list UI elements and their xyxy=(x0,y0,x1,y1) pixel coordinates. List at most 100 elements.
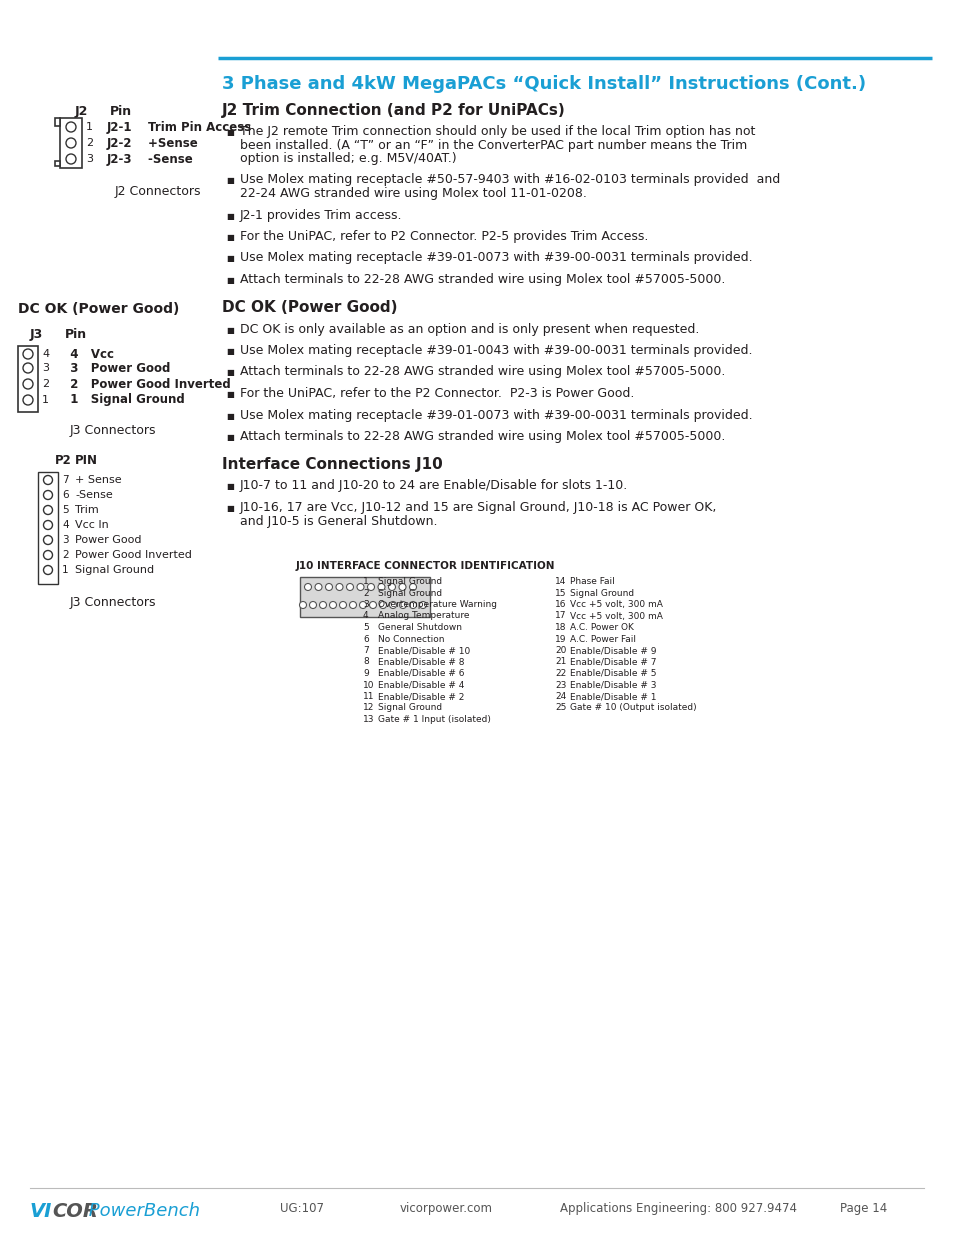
Text: 2: 2 xyxy=(86,138,93,148)
Circle shape xyxy=(346,583,354,590)
Circle shape xyxy=(66,122,76,132)
Text: 3: 3 xyxy=(363,600,369,609)
Text: UG:107: UG:107 xyxy=(280,1202,324,1215)
Text: Enable/Disable # 5: Enable/Disable # 5 xyxy=(569,669,656,678)
Text: been installed. (A “T” or an “F” in the ConverterPAC part number means the Trim: been installed. (A “T” or an “F” in the … xyxy=(240,138,746,152)
Text: J3 Connectors: J3 Connectors xyxy=(70,597,156,609)
Text: Gate # 1 Input (isolated): Gate # 1 Input (isolated) xyxy=(377,715,491,724)
Text: 2: 2 xyxy=(42,379,49,389)
Text: DC OK (Power Good): DC OK (Power Good) xyxy=(18,303,179,316)
Circle shape xyxy=(377,583,385,590)
Text: Overtemperature Warning: Overtemperature Warning xyxy=(377,600,497,609)
Text: J2-1    Trim Pin Access: J2-1 Trim Pin Access xyxy=(107,121,252,133)
Text: vicorpower.com: vicorpower.com xyxy=(399,1202,493,1215)
Text: 11: 11 xyxy=(363,692,375,701)
Text: 7: 7 xyxy=(363,646,369,655)
Text: Enable/Disable # 6: Enable/Disable # 6 xyxy=(377,669,464,678)
Text: Enable/Disable # 7: Enable/Disable # 7 xyxy=(569,657,656,667)
Text: 16: 16 xyxy=(555,600,566,609)
Text: 22-24 AWG stranded wire using Molex tool 11-01-0208.: 22-24 AWG stranded wire using Molex tool… xyxy=(240,186,586,200)
Text: 7: 7 xyxy=(62,475,69,485)
Text: Enable/Disable # 2: Enable/Disable # 2 xyxy=(377,692,464,701)
Circle shape xyxy=(44,520,52,530)
Text: 19: 19 xyxy=(555,635,566,643)
Text: ■: ■ xyxy=(226,211,233,221)
Circle shape xyxy=(23,350,33,359)
Circle shape xyxy=(389,601,396,609)
Text: Use Molex mating receptacle #39-01-0073 with #39-00-0031 terminals provided.: Use Molex mating receptacle #39-01-0073 … xyxy=(240,409,752,421)
Text: 1: 1 xyxy=(42,395,49,405)
Text: Use Molex mating receptacle #39-01-0073 with #39-00-0031 terminals provided.: Use Molex mating receptacle #39-01-0073 … xyxy=(240,252,752,264)
Circle shape xyxy=(23,395,33,405)
Circle shape xyxy=(309,601,316,609)
Text: 6: 6 xyxy=(363,635,369,643)
Text: Interface Connections J10: Interface Connections J10 xyxy=(222,457,442,473)
Text: 10: 10 xyxy=(363,680,375,689)
Text: 1   Signal Ground: 1 Signal Ground xyxy=(62,394,185,406)
Text: A.C. Power OK: A.C. Power OK xyxy=(569,622,633,632)
Text: -Sense: -Sense xyxy=(75,490,112,500)
Text: J2 Connectors: J2 Connectors xyxy=(115,185,201,198)
Circle shape xyxy=(419,601,426,609)
Circle shape xyxy=(304,583,312,590)
Text: 8: 8 xyxy=(363,657,369,667)
Text: 4: 4 xyxy=(42,350,49,359)
Text: J10-7 to 11 and J10-20 to 24 are Enable/Disable for slots 1-10.: J10-7 to 11 and J10-20 to 24 are Enable/… xyxy=(240,479,628,493)
Text: 3: 3 xyxy=(62,535,69,545)
Text: ■: ■ xyxy=(226,254,233,263)
Text: 2: 2 xyxy=(363,589,368,598)
Circle shape xyxy=(409,583,416,590)
Text: ■: ■ xyxy=(226,433,233,442)
Text: 1: 1 xyxy=(363,577,369,585)
Text: J10 INTERFACE CONNECTOR IDENTIFICATION: J10 INTERFACE CONNECTOR IDENTIFICATION xyxy=(294,561,554,571)
Bar xyxy=(299,577,430,618)
Text: Signal Ground: Signal Ground xyxy=(569,589,634,598)
Circle shape xyxy=(335,583,343,590)
Text: 20: 20 xyxy=(555,646,566,655)
Bar xyxy=(55,119,60,126)
Text: Applications Engineering: 800 927.9474: Applications Engineering: 800 927.9474 xyxy=(559,1202,796,1215)
Text: 21: 21 xyxy=(555,657,566,667)
Circle shape xyxy=(349,601,356,609)
Text: ■: ■ xyxy=(226,483,233,492)
Text: Gate # 10 (Output isolated): Gate # 10 (Output isolated) xyxy=(569,704,696,713)
Text: Power Good Inverted: Power Good Inverted xyxy=(75,550,192,559)
Text: J3: J3 xyxy=(30,329,43,341)
Text: Signal Ground: Signal Ground xyxy=(377,577,441,585)
Circle shape xyxy=(314,583,322,590)
Text: 2: 2 xyxy=(62,550,69,559)
Text: PowerBench: PowerBench xyxy=(83,1202,200,1220)
Text: 25: 25 xyxy=(555,704,566,713)
Text: ■: ■ xyxy=(226,128,233,137)
Text: No Connection: No Connection xyxy=(377,635,444,643)
Text: ■: ■ xyxy=(226,233,233,242)
Text: For the UniPAC, refer to P2 Connector. P2-5 provides Trim Access.: For the UniPAC, refer to P2 Connector. P… xyxy=(240,230,648,243)
Circle shape xyxy=(379,601,386,609)
Text: 4   Vcc: 4 Vcc xyxy=(62,347,113,361)
Text: J2-1 provides Trim access.: J2-1 provides Trim access. xyxy=(240,209,402,221)
Text: 18: 18 xyxy=(555,622,566,632)
Text: Analog Temperature: Analog Temperature xyxy=(377,611,469,620)
Text: option is installed; e.g. M5V/40AT.): option is installed; e.g. M5V/40AT.) xyxy=(240,152,456,165)
Text: 13: 13 xyxy=(363,715,375,724)
Circle shape xyxy=(44,490,52,499)
Text: Vcc +5 volt, 300 mA: Vcc +5 volt, 300 mA xyxy=(569,611,662,620)
Text: ■: ■ xyxy=(226,411,233,420)
Text: For the UniPAC, refer to the P2 Connector.  P2-3 is Power Good.: For the UniPAC, refer to the P2 Connecto… xyxy=(240,387,634,400)
Text: 6: 6 xyxy=(62,490,69,500)
Text: 3   Power Good: 3 Power Good xyxy=(62,362,171,374)
Text: 22: 22 xyxy=(555,669,566,678)
Text: P2: P2 xyxy=(55,454,71,467)
Circle shape xyxy=(359,601,366,609)
Text: J2-3    -Sense: J2-3 -Sense xyxy=(107,152,193,165)
Text: 2   Power Good Inverted: 2 Power Good Inverted xyxy=(62,378,231,390)
Circle shape xyxy=(319,601,326,609)
Text: PIN: PIN xyxy=(75,454,98,467)
Text: 4: 4 xyxy=(62,520,69,530)
Circle shape xyxy=(325,583,333,590)
Circle shape xyxy=(339,601,346,609)
Text: Enable/Disable # 9: Enable/Disable # 9 xyxy=(569,646,656,655)
Circle shape xyxy=(44,551,52,559)
Circle shape xyxy=(44,505,52,515)
Text: and J10-5 is General Shutdown.: and J10-5 is General Shutdown. xyxy=(240,515,437,527)
